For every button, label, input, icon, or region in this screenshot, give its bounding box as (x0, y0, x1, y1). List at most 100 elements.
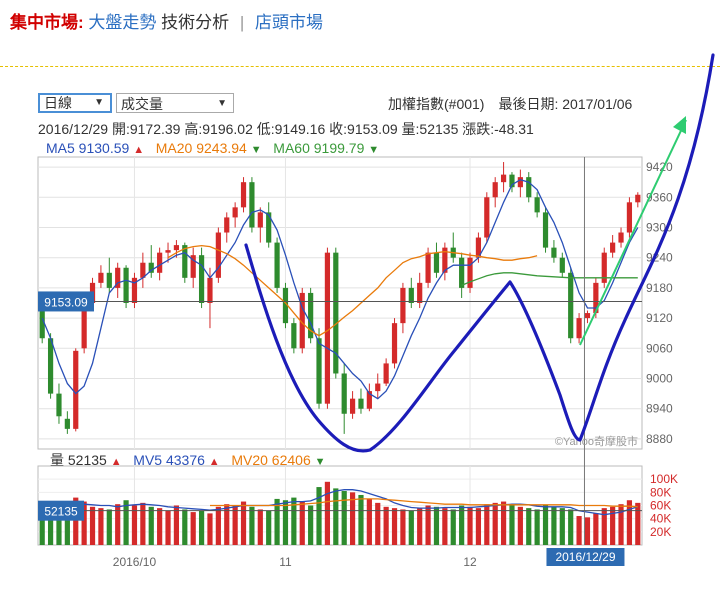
ohlc-change: 漲跌:-48.31 (462, 121, 534, 137)
candle-body (593, 282, 599, 314)
indicator-select-value: 成交量 (121, 96, 163, 112)
volume-bar (106, 509, 112, 545)
ma5-line (41, 178, 639, 400)
candle-body (509, 174, 515, 188)
nav-link-market-trend[interactable]: 大盤走勢 (88, 13, 157, 32)
volume-bar (375, 502, 381, 545)
mv5-direction-icon: ▲ (208, 456, 220, 468)
volume-bar (266, 510, 272, 545)
candle-body (224, 217, 230, 233)
volume-panel (37, 465, 643, 546)
volume-bar (47, 502, 54, 545)
volume-bar (140, 502, 146, 545)
price-tick-label: 8940 (646, 402, 673, 416)
price-tick-label: 9000 (646, 372, 673, 386)
candle-body (349, 398, 356, 414)
candle-body (400, 287, 406, 324)
candle-body (324, 252, 331, 404)
candle-body (576, 318, 582, 339)
candle-body (291, 323, 297, 349)
market-nav: 集中市場: 大盤走勢 技術分析 | 店頭市場 (10, 8, 323, 33)
candle-body (534, 197, 540, 213)
volume-bar (400, 509, 406, 545)
candle-body (568, 272, 574, 339)
ohlc-volume: 量:52135 (401, 121, 459, 137)
candle-body (115, 267, 121, 288)
volume-bar (274, 498, 280, 545)
mv5-line (42, 489, 638, 516)
volume-bar (383, 506, 389, 545)
volume-bar (324, 481, 331, 545)
volume-bar (115, 504, 121, 545)
volume-label: 量 52135 (50, 452, 107, 468)
volume-bar (291, 497, 297, 545)
volume-tick-label: 100K (650, 472, 678, 486)
candle-body (299, 292, 305, 349)
candle-body (308, 292, 314, 339)
volume-tick-label: 20K (650, 525, 671, 539)
volume-bar (366, 498, 372, 545)
volume-bar (601, 508, 607, 545)
volume-bar (584, 517, 591, 545)
candle-body (584, 313, 591, 319)
volume-tick-label: 60K (650, 499, 671, 513)
volume-bar (341, 491, 347, 545)
volume-bar (391, 508, 398, 545)
crosshair-volume-tag (38, 500, 84, 521)
ma20-label: MA20 9243.94 (155, 140, 247, 156)
candle-body (450, 247, 456, 258)
candle-body (618, 232, 624, 243)
volume-bar (559, 508, 565, 545)
candle-body (442, 247, 448, 273)
candle-body (391, 323, 398, 364)
candle-body (98, 272, 104, 283)
candle-body (131, 277, 138, 303)
volume-bar (467, 506, 473, 545)
volume-bar (56, 504, 62, 545)
candle-body (257, 212, 263, 228)
ohlc-low: 低:9149.16 (256, 121, 326, 137)
ma60-line (461, 272, 638, 286)
volume-bar (89, 506, 96, 545)
ohlc-row: 2016/12/29 開:9172.39 高:9196.02 低:9149.16… (38, 119, 534, 139)
nav-link-technical-analysis[interactable]: 技術分析 (161, 13, 230, 32)
period-select-value: 日線 (44, 95, 72, 111)
volume-bar (333, 488, 339, 545)
trend-arrowhead-icon (673, 116, 686, 134)
candle-body (433, 252, 440, 273)
volume-bar (299, 501, 305, 545)
period-select[interactable]: 日線 ▼ (38, 93, 112, 113)
volume-bar (509, 505, 515, 545)
candle-body (635, 194, 641, 203)
candle-body (626, 202, 633, 233)
candle-body (249, 182, 255, 228)
candle-body (358, 398, 364, 409)
price-tick-label: 9360 (646, 190, 673, 204)
nav-link-otc-market[interactable]: 店頭市場 (255, 13, 324, 32)
crosshair-date-label: 2016/12/29 (555, 550, 615, 564)
candle-body (375, 383, 381, 392)
candle-body (383, 363, 389, 384)
candle-body (559, 257, 565, 273)
volume-bar (190, 512, 196, 545)
chevron-down-icon: ▼ (94, 97, 104, 108)
indicator-select[interactable]: 成交量 ▼ (116, 93, 234, 113)
price-tick-label: 9420 (646, 160, 673, 174)
candle-body (232, 207, 238, 218)
mv20-label: MV20 62406 (231, 452, 311, 468)
volume-bar (157, 508, 163, 545)
divider-line (0, 66, 720, 67)
crosshair-date-tag (546, 548, 625, 566)
price-tick-label: 9120 (646, 311, 673, 325)
annotation-pattern-line (244, 53, 715, 453)
crosshair-price-tag (38, 291, 94, 312)
volume-tick-label: 40K (650, 512, 671, 526)
volume-bar (517, 506, 523, 545)
volume-bar (349, 492, 356, 545)
ma20-line (167, 244, 538, 337)
candle-body (157, 252, 163, 273)
volume-bar (610, 506, 616, 545)
volume-bar (408, 510, 414, 545)
price-tick-label: 9180 (646, 281, 673, 295)
